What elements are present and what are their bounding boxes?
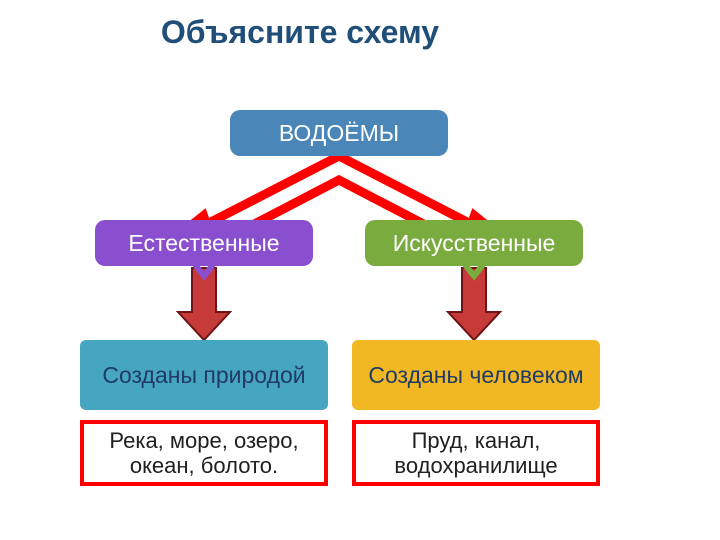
page-title: Объясните схему [120,14,480,58]
right-chevron-icon [466,266,482,276]
node-left-category: Естественные [95,220,313,266]
left-block-arrow [178,268,230,340]
right-block-arrow [448,268,500,340]
node-right-examples: Пруд, канал, водохранилище [352,420,600,486]
diagram-stage: Объясните схему ВОДОЁМЫ Естественные Иск… [0,0,720,540]
node-left-description: Созданы природой [80,340,328,410]
left-chevron-icon [196,266,212,276]
node-right-description: Созданы человеком [352,340,600,410]
node-right-category: Искусственные [365,220,583,266]
node-root: ВОДОЁМЫ [230,110,448,156]
node-left-examples: Река, море, озеро, океан, болото. [80,420,328,486]
